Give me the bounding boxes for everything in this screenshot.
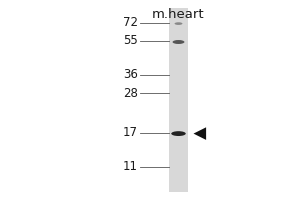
Ellipse shape — [171, 131, 186, 136]
Bar — [169, 8, 188, 192]
Ellipse shape — [175, 22, 182, 25]
Text: 28: 28 — [123, 87, 138, 100]
Text: 11: 11 — [123, 160, 138, 173]
Text: m.heart: m.heart — [152, 8, 205, 21]
Text: 55: 55 — [123, 34, 138, 47]
Text: 17: 17 — [123, 127, 138, 140]
Text: 72: 72 — [123, 17, 138, 29]
Polygon shape — [194, 127, 206, 140]
Ellipse shape — [172, 40, 184, 44]
Text: 36: 36 — [123, 68, 138, 82]
